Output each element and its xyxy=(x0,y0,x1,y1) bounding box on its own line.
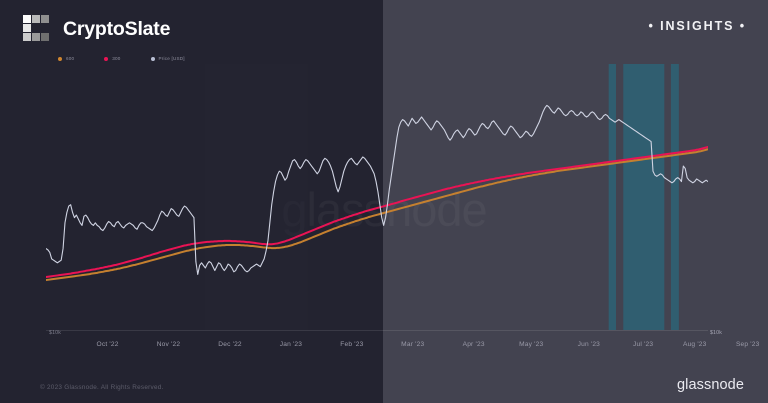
y-axis-label-right: $10k xyxy=(709,330,722,336)
x-axis-tick-labels: Oct '22 Nov '22 Dec '22 Jan '23 Feb '23 Mar '… xyxy=(46,341,760,355)
x-tick-5: Mar '23 xyxy=(401,341,425,348)
x-tick-7: May '23 xyxy=(519,341,544,348)
brand: CryptoSlate xyxy=(22,14,170,44)
series-line-300 xyxy=(46,145,708,278)
legend-item-2[interactable]: Price [USD] xyxy=(150,56,185,61)
series-line-600 xyxy=(46,148,708,282)
chart-legend: 600 300 Price [USD] xyxy=(58,56,185,61)
x-tick-3: Jan '23 xyxy=(279,341,303,348)
dec-jan-dim-band xyxy=(204,64,308,330)
glassnode-logo: glassnode xyxy=(676,377,744,393)
x-tick-9: Jul '23 xyxy=(632,341,654,348)
copyright-text: © 2023 Glassnode. All Rights Reserved. xyxy=(40,384,164,391)
legend-dot-600 xyxy=(58,56,62,61)
x-tick-1: Nov '22 xyxy=(156,341,181,348)
legend-label-0: 600 xyxy=(66,56,75,61)
x-tick-8: Jun '23 xyxy=(577,341,601,348)
legend-dot-price xyxy=(150,56,155,61)
x-tick-6: Apr '23 xyxy=(462,341,485,348)
legend-label-2: Price [USD] xyxy=(158,56,185,61)
x-tick-4: Feb '23 xyxy=(340,341,364,348)
x-tick-2: Dec '22 xyxy=(218,341,242,348)
x-tick-11: Sep '23 xyxy=(735,341,760,348)
x-tick-10: Aug '23 xyxy=(682,341,707,348)
legend-dot-300 xyxy=(104,56,109,61)
series-line-price xyxy=(46,104,708,275)
brand-name: CryptoSlate xyxy=(63,18,171,40)
chart-plot-area xyxy=(46,64,708,330)
aug-teal-band-2 xyxy=(623,64,665,330)
legend-label-1: 300 xyxy=(112,56,121,61)
insights-label: • INSIGHTS • xyxy=(648,19,746,33)
cryptoslate-c-logo-icon xyxy=(23,15,49,41)
header-bar: CryptoSlate • INSIGHTS • xyxy=(0,0,768,58)
y-axis-label-left: $10k xyxy=(49,330,62,336)
background-panel-left xyxy=(0,0,383,403)
background-panel-right xyxy=(383,0,768,403)
legend-item-0[interactable]: 600 xyxy=(58,56,74,61)
x-tick-0: Oct '22 xyxy=(96,341,119,348)
aug-teal-band-1 xyxy=(608,64,616,330)
x-axis-line xyxy=(46,330,708,331)
chart-svg xyxy=(46,64,708,330)
legend-item-1[interactable]: 300 xyxy=(104,56,120,61)
aug-teal-band-3 xyxy=(670,64,679,330)
